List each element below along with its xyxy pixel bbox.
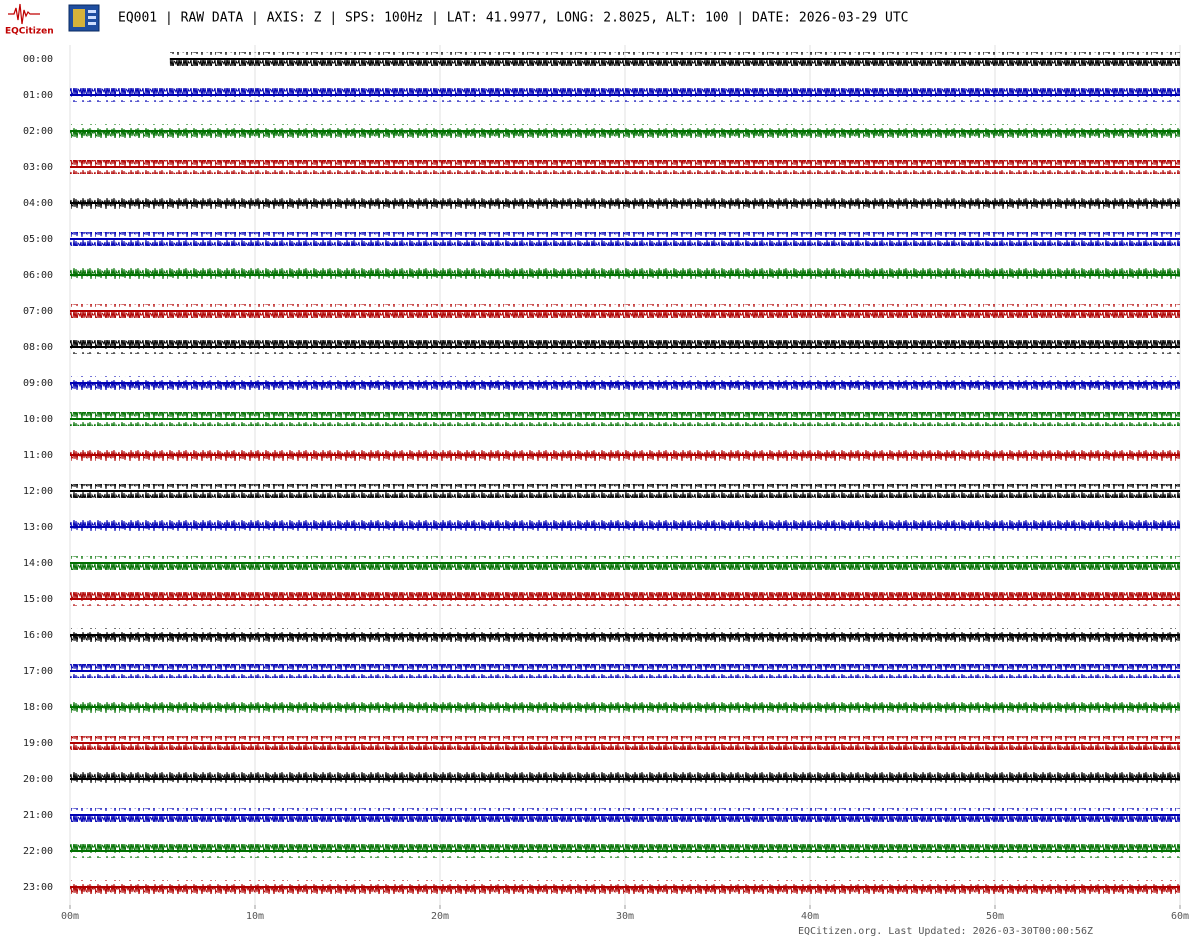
hour-label: 17:00	[23, 666, 53, 677]
hour-label: 21:00	[23, 810, 53, 821]
hour-label: 20:00	[23, 774, 53, 785]
hour-label: 18:00	[23, 702, 53, 713]
hour-label: 23:00	[23, 882, 53, 893]
hour-label: 15:00	[23, 594, 53, 605]
x-tick-label: 00m	[61, 911, 79, 922]
hour-label: 07:00	[23, 306, 53, 317]
x-tick-label: 40m	[801, 911, 819, 922]
x-tick-label: 20m	[431, 911, 449, 922]
hour-label: 03:00	[23, 162, 53, 173]
logo-text: EQCitizen	[5, 27, 54, 37]
hour-label: 11:00	[23, 450, 53, 461]
x-tick-label: 60m	[1171, 911, 1189, 922]
hour-label: 12:00	[23, 486, 53, 497]
hour-label: 13:00	[23, 522, 53, 533]
chart-title: EQ001 | RAW DATA | AXIS: Z | SPS: 100Hz …	[118, 11, 909, 26]
hour-label: 10:00	[23, 414, 53, 425]
hour-label: 14:00	[23, 558, 53, 569]
hour-label: 06:00	[23, 270, 53, 281]
footer: EQCitizen.org. Last Updated: 2026-03-30T…	[798, 926, 1093, 937]
hour-label: 19:00	[23, 738, 53, 749]
hour-label: 09:00	[23, 378, 53, 389]
hour-label: 01:00	[23, 90, 53, 101]
x-tick-label: 50m	[986, 911, 1004, 922]
hour-label: 02:00	[23, 126, 53, 137]
hour-label: 05:00	[23, 234, 53, 245]
app-icon	[68, 4, 100, 32]
hour-label: 22:00	[23, 846, 53, 857]
x-tick-label: 10m	[246, 911, 264, 922]
x-tick-label: 30m	[616, 911, 634, 922]
hour-label: 16:00	[23, 630, 53, 641]
hour-label: 08:00	[23, 342, 53, 353]
logo-icon	[8, 3, 40, 25]
hour-label: 00:00	[23, 54, 53, 65]
hour-label: 04:00	[23, 198, 53, 209]
